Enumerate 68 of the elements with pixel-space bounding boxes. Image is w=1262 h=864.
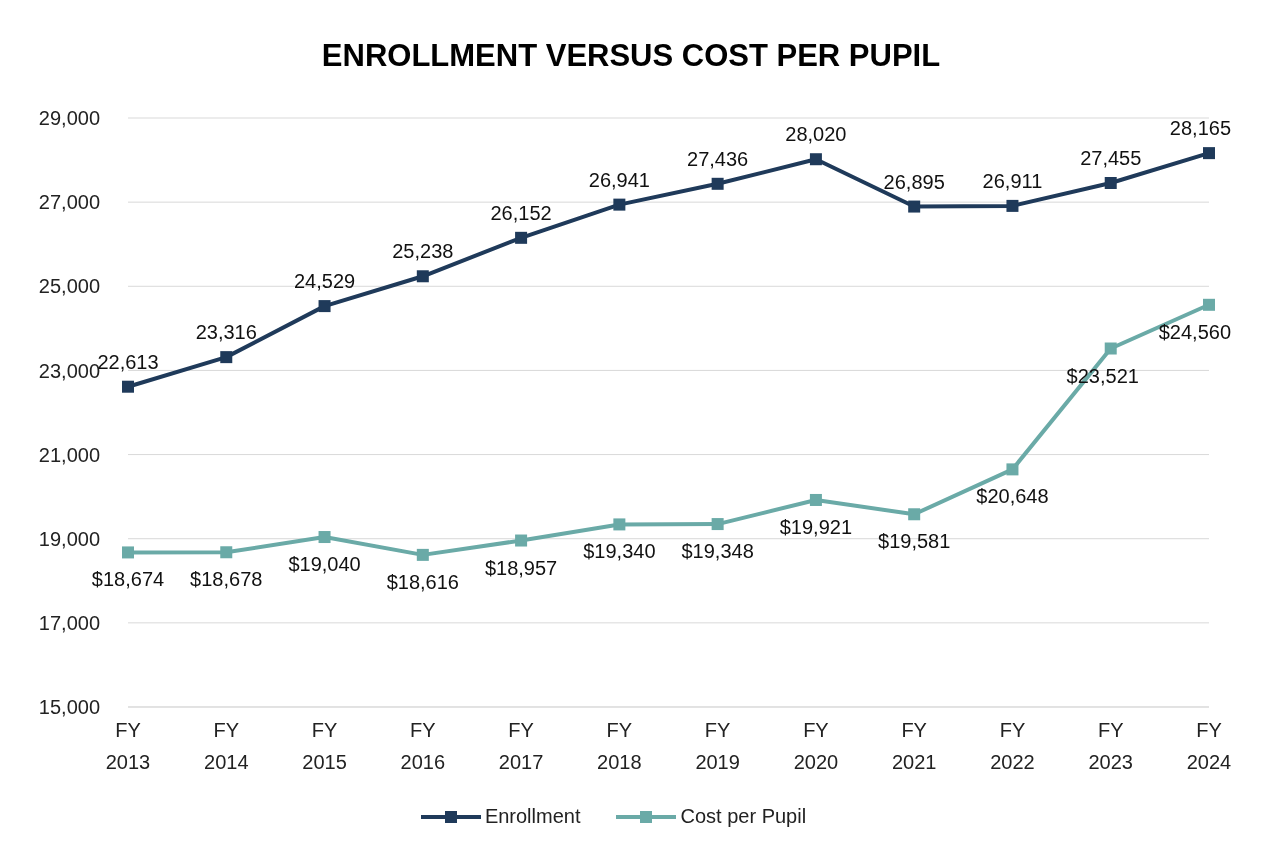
- data-label: $19,040: [288, 553, 361, 576]
- point: [1006, 463, 1019, 476]
- data-label: 27,455: [1080, 147, 1142, 169]
- data-label: $19,581: [878, 530, 951, 553]
- data-label: 28,020: [785, 123, 847, 146]
- x-tick-label: FY 2017: [498, 719, 544, 773]
- x-tick-label: FY 2021: [891, 719, 937, 773]
- point: [1006, 199, 1019, 212]
- x-tick-label: FY 2014: [204, 719, 249, 773]
- data-label: 26,152: [490, 201, 552, 224]
- x-tick-label: FY 2020: [793, 719, 839, 773]
- point: [515, 231, 528, 244]
- point: [613, 198, 626, 211]
- data-label: $24,560: [1158, 320, 1231, 343]
- data-label: 25,238: [392, 240, 454, 263]
- data-label: $19,348: [681, 540, 754, 563]
- point: [908, 200, 921, 213]
- data-label: $19,340: [583, 540, 656, 563]
- point: [711, 518, 724, 531]
- data-label: 26,911: [982, 169, 1043, 192]
- data-label: $18,678: [190, 568, 263, 591]
- data-label: 27,436: [687, 147, 749, 170]
- x-tick-label: FY 2013: [105, 719, 151, 773]
- data-label: 24,529: [293, 270, 356, 293]
- point: [613, 518, 626, 531]
- point: [908, 508, 921, 521]
- data-label: $19,921: [779, 515, 853, 538]
- point: [122, 546, 134, 559]
- x-tick-label: FY 2018: [597, 719, 642, 773]
- x-tick-label: FY 2023: [1088, 719, 1133, 773]
- point: [318, 531, 331, 544]
- point: [1203, 147, 1215, 160]
- data-label: 26,941: [588, 168, 650, 191]
- point: [122, 380, 134, 393]
- data-label: 28,165: [1169, 117, 1231, 140]
- data-label: $20,648: [976, 485, 1049, 508]
- data-label: $18,616: [386, 570, 459, 593]
- point: [515, 534, 528, 547]
- y-tick-label: 15,000: [38, 696, 100, 719]
- data-label: 23,316: [195, 321, 257, 344]
- y-tick-label: 17,000: [38, 611, 100, 634]
- data-label: $18,674: [91, 568, 165, 591]
- legend-label: Enrollment: [484, 805, 581, 828]
- point: [809, 493, 822, 506]
- point: [318, 300, 331, 313]
- x-tick-label: FY 2024: [1186, 719, 1232, 773]
- data-label: $18,957: [484, 556, 558, 579]
- point: [1104, 177, 1117, 189]
- point: [711, 177, 724, 190]
- point: [220, 546, 233, 559]
- y-tick-label: 23,000: [38, 359, 100, 382]
- y-tick-label: 25,000: [38, 275, 100, 298]
- y-tick-label: 29,000: [38, 107, 100, 130]
- point: [416, 548, 429, 561]
- x-tick-label: FY 2016: [400, 719, 446, 773]
- y-tick-label: 27,000: [38, 191, 100, 214]
- point: [1203, 298, 1215, 311]
- y-tick-label: 19,000: [38, 527, 100, 550]
- chart-title: ENROLLMENT VERSUS COST PER PUPIL: [320, 38, 942, 75]
- x-tick-label: FY 2015: [302, 719, 347, 773]
- y-tick-label: 21,000: [38, 443, 100, 466]
- point: [416, 270, 429, 283]
- point: [1104, 342, 1117, 355]
- x-tick-label: FY 2019: [695, 719, 740, 773]
- point: [220, 351, 233, 364]
- x-tick-label: FY 2022: [990, 719, 1035, 773]
- data-label: 26,895: [883, 170, 945, 193]
- legend-label: Cost per Pupil: [680, 805, 807, 828]
